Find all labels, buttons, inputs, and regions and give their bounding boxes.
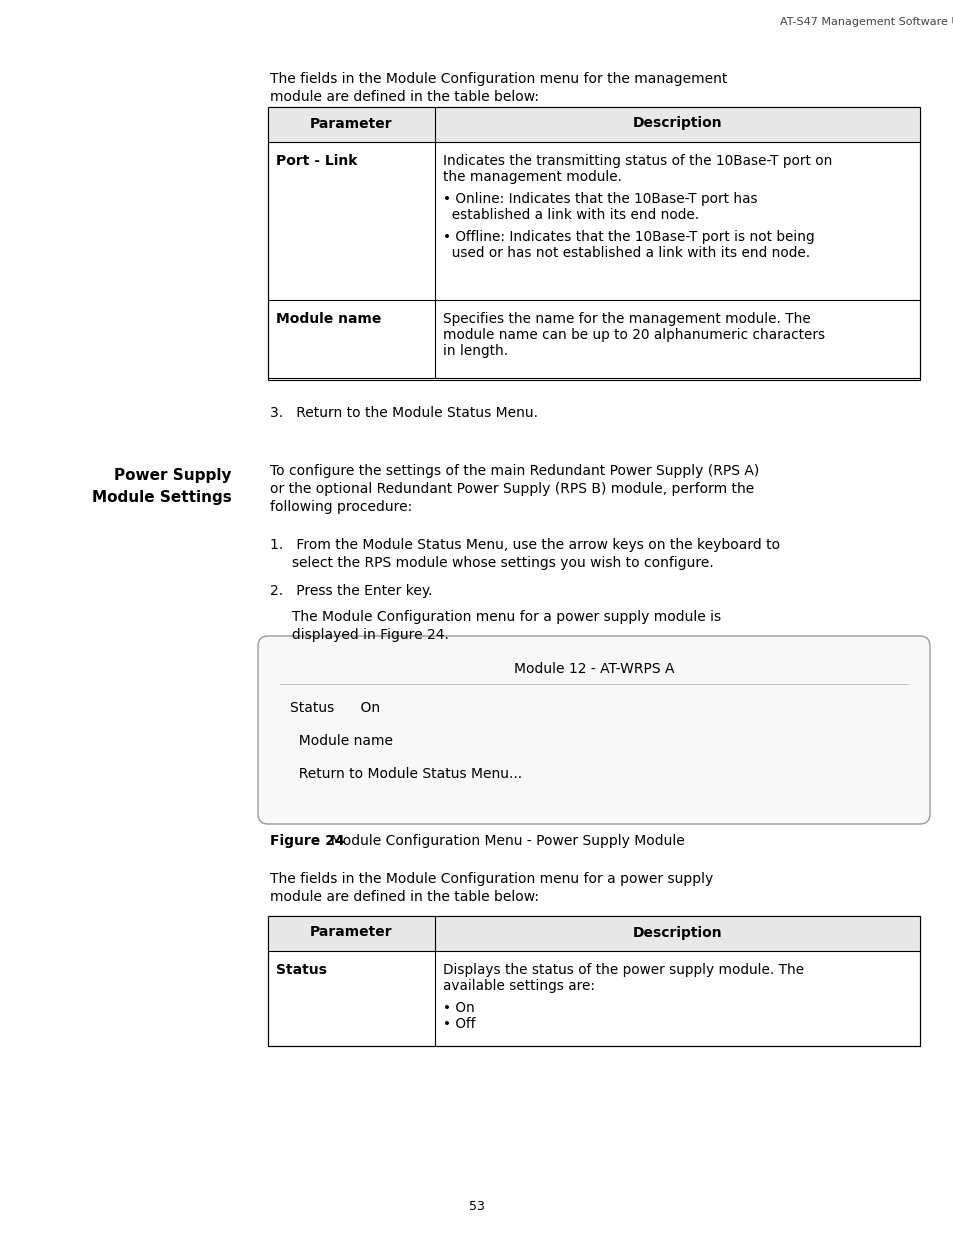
FancyBboxPatch shape	[257, 636, 929, 824]
Text: 3.   Return to the Module Status Menu.: 3. Return to the Module Status Menu.	[270, 406, 537, 420]
Text: 1.   From the Module Status Menu, use the arrow keys on the keyboard to: 1. From the Module Status Menu, use the …	[270, 538, 780, 552]
Bar	[268, 916, 919, 1046]
Text: • Off: • Off	[442, 1016, 475, 1031]
Text: The fields in the Module Configuration menu for the management: The fields in the Module Configuration m…	[270, 72, 726, 86]
Text: The Module Configuration menu for a power supply module is: The Module Configuration menu for a powe…	[270, 610, 720, 624]
Text: following procedure:: following procedure:	[270, 500, 412, 514]
Text: Status: Status	[275, 963, 327, 977]
Bar	[268, 107, 919, 142]
Bar	[268, 916, 919, 951]
Text: module are defined in the table below:: module are defined in the table below:	[270, 890, 538, 904]
Text: or the optional Redundant Power Supply (RPS B) module, perform the: or the optional Redundant Power Supply (…	[270, 482, 754, 496]
Text: module are defined in the table below:: module are defined in the table below:	[270, 90, 538, 104]
Text: Module name: Module name	[290, 734, 393, 748]
Text: Port - Link: Port - Link	[275, 154, 357, 168]
Text: module name can be up to 20 alphanumeric characters: module name can be up to 20 alphanumeric…	[442, 329, 824, 342]
Text: Module 12 - AT-WRPS A: Module 12 - AT-WRPS A	[514, 662, 674, 676]
Text: Power Supply: Power Supply	[114, 468, 232, 483]
Text: 2.   Press the Enter key.: 2. Press the Enter key.	[270, 584, 432, 598]
Text: Description: Description	[632, 925, 721, 940]
Text: AT-S47 Management Software User’s Guide: AT-S47 Management Software User’s Guide	[780, 17, 953, 27]
Text: Specifies the name for the management module. The: Specifies the name for the management mo…	[442, 312, 810, 326]
Text: Module Settings: Module Settings	[92, 490, 232, 505]
Text: Parameter: Parameter	[310, 116, 393, 131]
Text: Indicates the transmitting status of the 10Base-T port on: Indicates the transmitting status of the…	[442, 154, 832, 168]
Text: Displays the status of the power supply module. The: Displays the status of the power supply …	[442, 963, 803, 977]
Text: the management module.: the management module.	[442, 170, 621, 184]
Text: in length.: in length.	[442, 345, 508, 358]
Text: Description: Description	[632, 116, 721, 131]
Text: Return to Module Status Menu...: Return to Module Status Menu...	[290, 767, 521, 781]
Text: available settings are:: available settings are:	[442, 979, 595, 993]
Text: Parameter: Parameter	[310, 925, 393, 940]
Text: Figure 24: Figure 24	[270, 834, 344, 848]
Text: displayed in Figure 24.: displayed in Figure 24.	[270, 629, 449, 642]
Text: Module Configuration Menu - Power Supply Module: Module Configuration Menu - Power Supply…	[322, 834, 684, 848]
Text: Status      On: Status On	[290, 701, 379, 715]
Text: To configure the settings of the main Redundant Power Supply (RPS A): To configure the settings of the main Re…	[270, 464, 759, 478]
Text: The fields in the Module Configuration menu for a power supply: The fields in the Module Configuration m…	[270, 872, 713, 885]
Text: select the RPS module whose settings you wish to configure.: select the RPS module whose settings you…	[270, 556, 713, 571]
Text: • Offline: Indicates that the 10Base-T port is not being: • Offline: Indicates that the 10Base-T p…	[442, 230, 814, 245]
Bar	[268, 107, 919, 380]
Text: • Online: Indicates that the 10Base-T port has: • Online: Indicates that the 10Base-T po…	[442, 191, 757, 206]
Text: used or has not established a link with its end node.: used or has not established a link with …	[442, 246, 809, 261]
Text: Module name: Module name	[275, 312, 381, 326]
Text: 53: 53	[469, 1200, 484, 1213]
Text: established a link with its end node.: established a link with its end node.	[442, 207, 699, 222]
Text: • On: • On	[442, 1002, 475, 1015]
